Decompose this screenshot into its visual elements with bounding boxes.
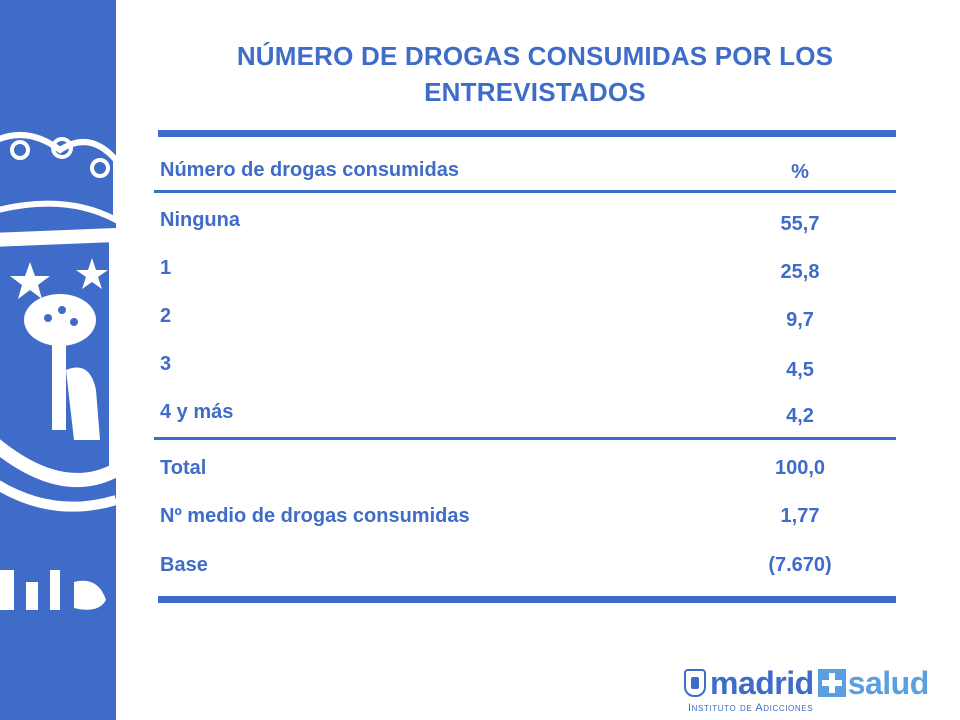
logo-subtitle: Instituto de Adicciones <box>688 702 814 714</box>
average-value: 1,77 <box>780 505 820 527</box>
logo-wordmark: madrid salud <box>684 664 929 702</box>
row-value: 4,5 <box>786 359 814 381</box>
side-band <box>0 0 116 720</box>
total-value: 100,0 <box>774 457 826 479</box>
row-label: 3 <box>160 353 172 375</box>
base-label: Base <box>160 554 208 576</box>
plus-icon <box>817 669 846 697</box>
header-value: % <box>791 161 809 183</box>
base-value: (7.670) <box>768 554 832 576</box>
row-value: 9,7 <box>786 309 814 331</box>
logo-brand-left: madrid <box>710 664 814 701</box>
total-label: Total <box>160 457 207 479</box>
madrid-seal-icon <box>684 669 706 697</box>
body-rule <box>154 437 896 440</box>
logo-brand-right: salud <box>847 664 930 701</box>
header-label: Número de drogas consumidas <box>160 159 459 181</box>
page-title: NÚMERO DE DROGAS CONSUMIDAS POR LOS ENTR… <box>236 41 834 107</box>
average-label: Nº medio de drogas consumidas <box>160 505 470 527</box>
row-label: 4 y más <box>160 401 234 423</box>
madrid-salud-logo: madrid salud Instituto de Adicciones <box>684 664 954 716</box>
row-label: 1 <box>160 257 172 279</box>
row-label: Ninguna <box>160 209 240 231</box>
coat-of-arms-icon <box>0 132 116 610</box>
top-rule <box>158 130 896 137</box>
row-value: 25,8 <box>780 261 820 283</box>
bottom-rule <box>158 596 896 603</box>
row-value: 4,2 <box>786 405 814 427</box>
row-value: 55,7 <box>780 213 820 235</box>
header-rule <box>154 190 896 193</box>
row-label: 2 <box>160 305 172 327</box>
